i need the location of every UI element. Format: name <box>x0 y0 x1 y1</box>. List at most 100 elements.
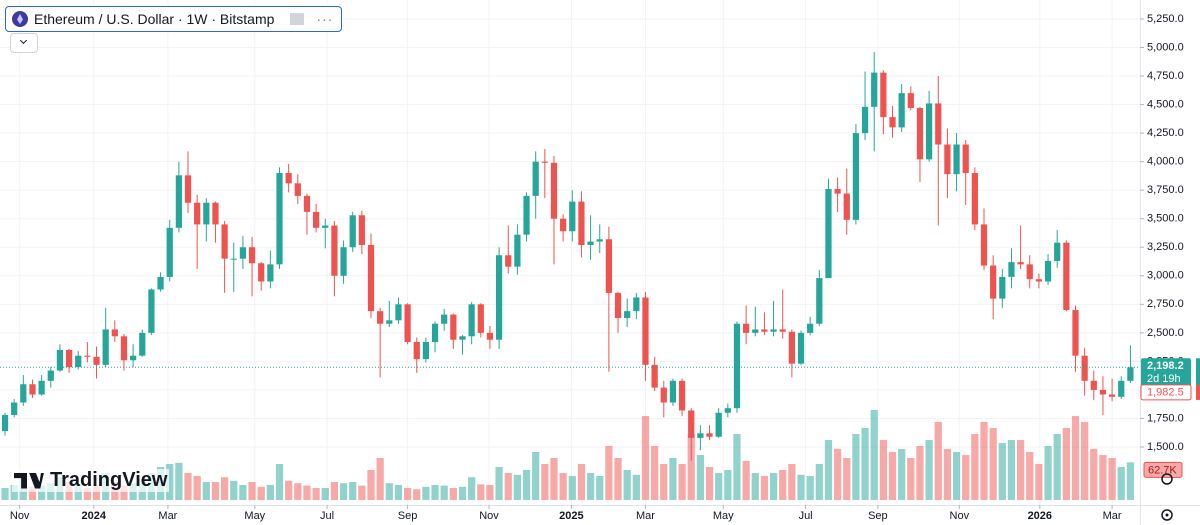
volume-bar <box>193 476 201 500</box>
candle-body <box>733 323 741 409</box>
brand-logo <box>14 473 44 489</box>
x-tick-label: May <box>244 510 265 522</box>
y-tick-label: 3,250.0 <box>1147 241 1184 253</box>
volume-bar <box>175 462 183 500</box>
more-button[interactable]: ··· <box>316 11 334 27</box>
last-volume-label: 62.7K <box>1148 464 1177 476</box>
candle-body <box>477 304 484 333</box>
volume-bar <box>440 485 448 500</box>
volume-bar <box>513 474 522 500</box>
candle-body <box>130 355 137 361</box>
x-tick-label: 2026 <box>1028 510 1052 522</box>
volume-bar <box>367 470 375 500</box>
volume-bar <box>1035 464 1043 500</box>
candle-body <box>971 173 978 225</box>
symbol-legend[interactable]: Ethereum / U.S. Dollar · 1W · Bitstamp ·… <box>5 6 343 32</box>
volume-bar <box>504 473 512 500</box>
x-tick-label: 2024 <box>82 510 107 522</box>
candle-body <box>239 247 247 259</box>
volume-bar <box>74 485 82 500</box>
x-tick-label: Jul <box>320 510 334 522</box>
volume-bar <box>312 488 320 500</box>
y-tick-label: 3,750.0 <box>1147 184 1184 196</box>
candle-body <box>20 384 27 403</box>
x-tick-label: Sep <box>398 510 418 522</box>
volume-bar <box>605 446 613 500</box>
scale-icon[interactable] <box>1161 473 1173 485</box>
volume-bar <box>596 476 604 500</box>
candle-body <box>953 144 960 175</box>
candle-body <box>1081 355 1088 381</box>
volume-bar <box>852 434 860 500</box>
volume-bar <box>989 428 997 500</box>
candle-body <box>84 355 91 357</box>
candle-body <box>459 336 466 340</box>
candle-body <box>1072 310 1079 356</box>
candle-body <box>404 304 411 342</box>
volume-bar <box>641 416 650 500</box>
countdown-label: 2d 19h <box>1147 373 1181 385</box>
marker-price-label: 1,982.5 <box>1147 386 1184 398</box>
volume-bar <box>925 440 933 500</box>
candle-body <box>779 329 786 332</box>
brand: TradingView <box>12 469 170 492</box>
settings-icon-dot <box>1165 513 1169 517</box>
volume-bar <box>522 470 531 500</box>
candle-body <box>688 410 695 438</box>
candle-body <box>614 292 622 319</box>
volume-bar <box>495 467 503 500</box>
candle-body <box>56 349 64 371</box>
volume-bar <box>623 470 631 500</box>
settings-icon[interactable] <box>1161 509 1173 521</box>
flag-icon[interactable] <box>290 13 305 25</box>
candle-body <box>312 211 320 228</box>
volume-bar <box>998 443 1006 500</box>
candle-body <box>605 239 612 293</box>
volume-bar <box>285 480 293 500</box>
volume-bar <box>651 446 659 500</box>
volume-bar <box>824 440 833 500</box>
candle-body <box>29 384 36 395</box>
last-price-box <box>1141 358 1191 387</box>
candle-body <box>377 311 384 324</box>
volume-bar <box>339 483 348 500</box>
candle-body <box>203 202 210 225</box>
volume-bar <box>788 464 796 500</box>
volume-bar <box>211 482 220 500</box>
y-tick-label: 2,750.0 <box>1147 298 1184 310</box>
candle-body <box>267 264 274 282</box>
candle-body <box>75 355 82 368</box>
candle-body <box>678 380 686 411</box>
volume-bar <box>422 486 430 500</box>
volume-bar <box>559 473 567 500</box>
candle-body <box>898 93 905 128</box>
last-price-tab <box>1196 358 1200 387</box>
volume-bar <box>586 473 595 500</box>
candle-body <box>1008 262 1015 277</box>
collapse-button[interactable] <box>10 33 38 53</box>
candle-body <box>294 183 301 196</box>
x-tick-label: 2025 <box>559 510 583 522</box>
volume-bar <box>1090 449 1098 500</box>
candle-body <box>697 433 704 438</box>
volume-bar <box>303 485 311 500</box>
volume-bar <box>294 483 302 500</box>
candle-body <box>990 265 997 299</box>
candle-body <box>258 263 265 282</box>
volume-bar <box>733 434 741 500</box>
volume-bar <box>907 458 915 500</box>
volume-bar <box>202 482 210 500</box>
volume-bar <box>403 488 412 500</box>
volume-bar <box>275 464 284 500</box>
volume-bar <box>705 467 714 500</box>
volume-bar <box>934 422 942 500</box>
candle-body <box>560 218 567 232</box>
volume-bar <box>687 434 695 500</box>
volume-bar <box>916 446 924 500</box>
candle-body <box>495 255 503 340</box>
volume-bar <box>614 458 622 500</box>
candle-body <box>1090 380 1097 390</box>
volume-bar <box>751 473 759 500</box>
candle-body <box>642 297 649 365</box>
